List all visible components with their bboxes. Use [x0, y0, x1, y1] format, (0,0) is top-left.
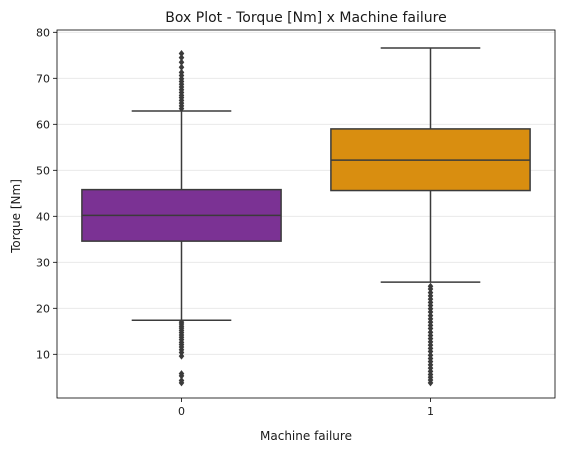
chart-title: Box Plot - Torque [Nm] x Machine failure [165, 10, 446, 26]
outlier-point [427, 351, 434, 359]
outlier-point [178, 370, 185, 378]
y-tick-label: 80 [36, 26, 50, 39]
y-tick-label: 50 [36, 164, 50, 177]
outlier-point [427, 312, 434, 320]
x-axis-label: Machine failure [260, 429, 352, 443]
y-tick-label: 20 [36, 302, 50, 315]
outlier-point [178, 318, 185, 326]
y-tick-label: 70 [36, 72, 50, 85]
x-tick-label: 1 [427, 405, 434, 418]
outlier-point [178, 63, 185, 71]
y-tick-label: 60 [36, 118, 50, 131]
outlier-point [427, 328, 434, 336]
y-tick-label: 10 [36, 348, 50, 361]
outlier-point [178, 58, 185, 66]
box-group-0 [81, 49, 282, 387]
outlier-point [178, 54, 185, 62]
outlier-point [178, 49, 185, 57]
plot-frame [56, 29, 556, 399]
outlier-point [178, 68, 185, 76]
plot-area: 10 20 30 40 50 60 70 80 0 1 [36, 26, 556, 418]
y-tick-label: 30 [36, 256, 50, 269]
y-axis-label: Torque [Nm] [9, 179, 23, 254]
box-group-1 [330, 47, 531, 387]
y-tick-label: 40 [36, 210, 50, 223]
outlier-point [178, 377, 185, 385]
x-tick-label: 0 [178, 405, 185, 418]
outlier-point [427, 282, 434, 290]
outlier-point [427, 289, 434, 297]
outlier-point [178, 352, 185, 360]
